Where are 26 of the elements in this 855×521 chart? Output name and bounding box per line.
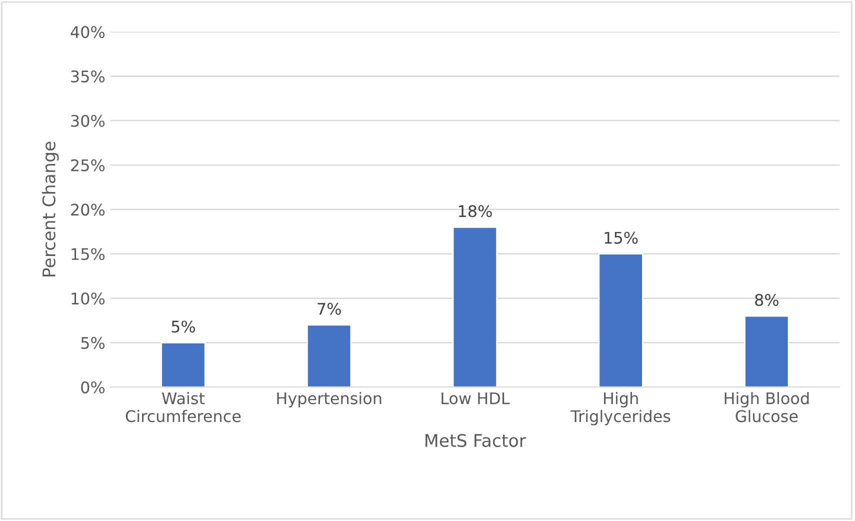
x-tick-label: High Blood Glucose <box>724 392 809 422</box>
x-tick-label: High Triglycerides <box>570 392 670 426</box>
x-tick-label: Hypertension <box>277 392 382 408</box>
bar <box>306 324 352 388</box>
data-label: 15% <box>604 232 638 244</box>
y-tick-label: 40% <box>70 26 105 38</box>
y-tick-label: 10% <box>72 292 105 305</box>
y-tick-label: 30% <box>71 114 105 127</box>
y-axis-title: Percent Change <box>42 142 59 276</box>
x-tick-label: Waist Circumference <box>126 392 241 422</box>
bar <box>452 226 498 388</box>
y-tick-label: 25% <box>71 159 105 172</box>
data-label: 8% <box>755 294 778 306</box>
data-label: 5% <box>172 320 196 333</box>
y-tick-label: 35% <box>71 70 105 82</box>
bar <box>160 342 206 388</box>
data-label: 7% <box>318 302 341 315</box>
data-label: 18% <box>458 205 492 218</box>
y-tick-label: 20% <box>71 204 105 216</box>
y-tick-label: 0% <box>81 381 105 394</box>
x-axis-title: MetS Factor <box>426 434 526 448</box>
y-tick-label: 15% <box>72 248 105 260</box>
bar <box>598 253 644 388</box>
x-tick-label: Low HDL <box>442 392 510 404</box>
y-tick-label: 5% <box>81 336 105 349</box>
bar <box>744 315 790 388</box>
